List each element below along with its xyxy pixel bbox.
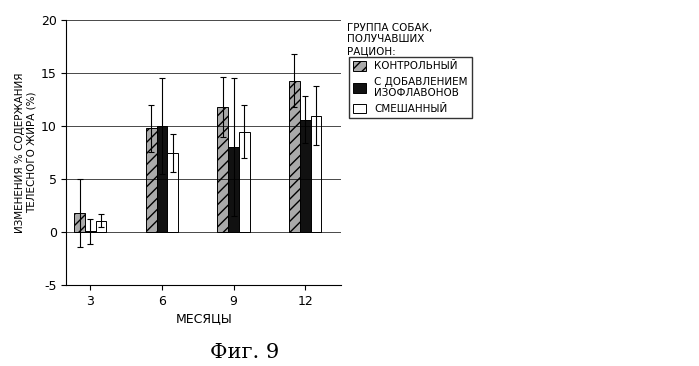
Bar — [96, 221, 106, 232]
Bar — [217, 107, 228, 232]
Bar — [289, 81, 300, 232]
Bar — [239, 131, 250, 232]
Bar — [310, 116, 322, 232]
Bar — [157, 126, 167, 232]
Text: Фиг. 9: Фиг. 9 — [210, 343, 280, 362]
Y-axis label: ИЗМЕНЕНИЯ % СОДЕРЖАНИЯ
ТЕЛЕСНОГО ЖИРА (%): ИЗМЕНЕНИЯ % СОДЕРЖАНИЯ ТЕЛЕСНОГО ЖИРА (%… — [15, 72, 36, 233]
Bar — [85, 231, 96, 232]
X-axis label: МЕСЯЦЫ: МЕСЯЦЫ — [175, 312, 232, 325]
Bar — [167, 153, 178, 232]
Bar — [146, 128, 157, 232]
Legend: КОНТРОЛЬНЫЙ, С ДОБАВЛЕНИЕМ
ИЗОФЛАВОНОВ, СМЕШАННЫЙ: КОНТРОЛЬНЫЙ, С ДОБАВЛЕНИЕМ ИЗОФЛАВОНОВ, … — [349, 57, 472, 118]
Bar — [228, 147, 239, 232]
Bar — [74, 213, 85, 232]
Bar — [300, 120, 310, 232]
Text: ГРУППА СОБАК,
ПОЛУЧАВШИХ
РАЦИОН:: ГРУППА СОБАК, ПОЛУЧАВШИХ РАЦИОН: — [347, 23, 432, 56]
